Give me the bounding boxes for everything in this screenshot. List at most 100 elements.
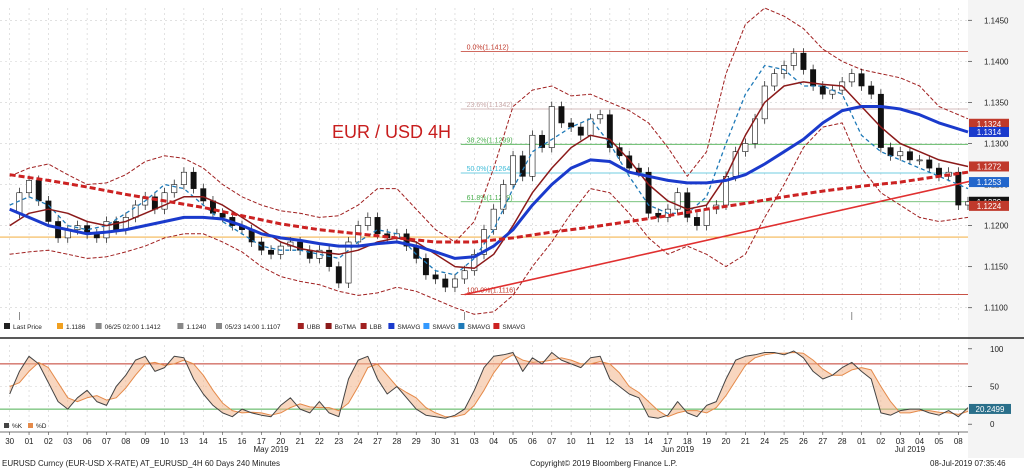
legend-swatch xyxy=(216,323,222,329)
y-tick-label: 1.1200 xyxy=(984,222,1009,231)
price-tag-bg xyxy=(969,200,1009,211)
x-tick-label: 08 xyxy=(121,437,130,446)
candle-body xyxy=(693,217,700,226)
x-tick-label: 21 xyxy=(296,437,305,446)
x-tick-label: 14 xyxy=(199,437,208,446)
stoch-fill xyxy=(9,351,968,419)
candle-body xyxy=(442,278,449,288)
candle-body xyxy=(597,114,604,120)
chart-title: EUR / USD 4H xyxy=(332,122,451,142)
candle-body xyxy=(800,52,807,70)
price-tag-bg xyxy=(969,118,1009,129)
candle-body xyxy=(180,171,187,185)
candle-body xyxy=(200,188,207,202)
x-tick-label: 08 xyxy=(954,437,963,446)
footer-copyright: Copyright© 2019 Bloomberg Finance L.P. xyxy=(530,459,678,468)
legend-label: LBB xyxy=(370,324,382,331)
candle-body xyxy=(16,192,23,214)
candle-body xyxy=(364,217,371,226)
fib-label: 50.0%(1.1264) xyxy=(467,166,513,173)
stoch-d-line xyxy=(9,352,969,418)
candle-body xyxy=(606,114,613,148)
x-tick-label: 30 xyxy=(5,437,14,446)
y-tick-label: 1.1150 xyxy=(984,263,1008,272)
stoch-y-tick-label: 50 xyxy=(990,383,999,392)
x-tick-label: 03 xyxy=(896,437,905,446)
eurusd-chart: 1.11001.11501.12001.12501.13001.13501.14… xyxy=(0,0,1024,458)
legend-label: SMAVG xyxy=(397,324,420,331)
x-tick-label: 23 xyxy=(334,437,343,446)
x-tick-label: 12 xyxy=(605,437,614,446)
x-tick-label: 17 xyxy=(663,437,672,446)
legend-label: 1.1186 xyxy=(66,324,86,331)
x-tick-label: 04 xyxy=(489,437,498,446)
candle-body xyxy=(887,147,894,157)
candle-body xyxy=(519,155,526,177)
candle-body xyxy=(510,155,517,185)
fib-label: 61.8%(1.1229) xyxy=(467,195,513,202)
sma-mid-line xyxy=(9,81,969,270)
legend-label: BoTMA xyxy=(335,324,357,331)
stoch-price-tag-bg xyxy=(969,403,1011,414)
candle-body xyxy=(190,171,197,189)
price-tag-bg xyxy=(969,177,1009,188)
y-tick-label: 1.1450 xyxy=(984,16,1009,25)
stoch-legend-swatch xyxy=(4,423,9,428)
x-tick-label: 16 xyxy=(238,437,247,446)
legend-swatch xyxy=(388,323,395,329)
x-tick-label: 03 xyxy=(63,437,72,446)
y-tick-label: 1.1350 xyxy=(984,98,1009,107)
candle-body xyxy=(500,184,507,210)
x-tick-label: 25 xyxy=(780,437,789,446)
x-tick-label: 27 xyxy=(373,437,382,446)
y-axis-panel xyxy=(968,0,1024,458)
price-tag-label: 1.1324 xyxy=(977,120,1002,129)
bollinger-lower-band xyxy=(9,122,969,315)
candle-body xyxy=(858,73,865,87)
legend-swatch xyxy=(57,323,63,329)
legend-label: SMAVG xyxy=(432,324,455,331)
x-tick-label: 07 xyxy=(102,437,111,446)
x-tick-label: 22 xyxy=(315,437,324,446)
x-tick-label: 13 xyxy=(625,437,634,446)
candle-body xyxy=(868,85,875,95)
footer-timestamp: 08-Jul-2019 07:35:46 xyxy=(930,459,1006,468)
candle-body xyxy=(906,151,913,161)
footer-source: EURUSD Curncy (EUR-USD X-RATE) AT_EURUSD… xyxy=(2,459,280,468)
bollinger-upper-band xyxy=(9,7,969,243)
legend-swatch xyxy=(297,323,304,329)
y-tick-label: 1.1400 xyxy=(984,57,1009,66)
candle-body xyxy=(422,258,429,276)
x-tick-label: 04 xyxy=(915,437,924,446)
stoch-legend-label: %D xyxy=(36,423,47,430)
stoch-y-tick-label: 0 xyxy=(990,420,995,429)
candle-body xyxy=(877,93,884,148)
candle-body xyxy=(916,159,923,162)
candle-body xyxy=(926,159,933,169)
legend-label: SMAVG xyxy=(467,324,490,331)
candle-body xyxy=(55,221,62,239)
stoch-legend-label: %K xyxy=(12,423,23,430)
price-tag-label: 1.1224 xyxy=(977,202,1002,211)
candle-body xyxy=(548,106,555,148)
legend-swatch xyxy=(95,323,102,329)
stoch-legend-swatch xyxy=(28,423,33,428)
y-tick-label: 1.1300 xyxy=(984,139,1009,148)
x-tick-label: 13 xyxy=(179,437,188,446)
candle-body xyxy=(771,73,778,87)
sma-long-line xyxy=(9,170,969,244)
candle-body xyxy=(219,212,226,218)
candle-body xyxy=(558,106,565,124)
x-tick-label: 02 xyxy=(876,437,885,446)
legend-swatch xyxy=(325,323,332,329)
price-tag-label: 1.1253 xyxy=(977,178,1002,187)
candle-body xyxy=(897,151,904,157)
x-tick-label: 30 xyxy=(431,437,440,446)
legend-swatch xyxy=(4,323,10,329)
candle-body xyxy=(268,249,275,255)
x-tick-label: 19 xyxy=(702,437,711,446)
candle-body xyxy=(955,171,962,206)
x-tick-label: 11 xyxy=(586,437,595,446)
candle-body xyxy=(703,208,710,226)
